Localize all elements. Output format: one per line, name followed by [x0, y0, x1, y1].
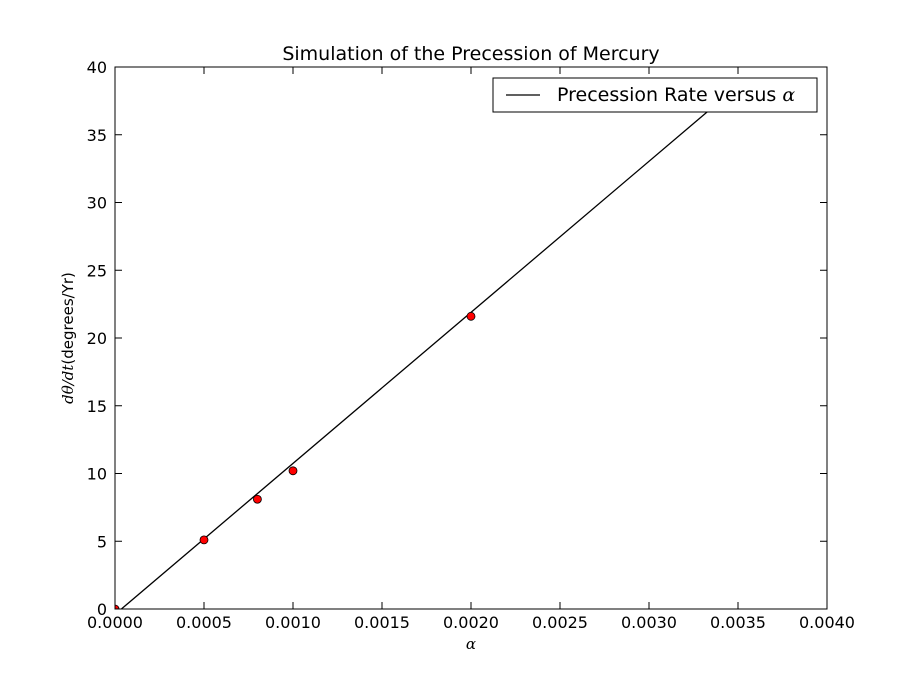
- series-line-precession-rate: [120, 100, 721, 609]
- series-layer: [115, 100, 721, 609]
- y-axis-label-unit: (degrees/Yr): [59, 272, 77, 364]
- y-tick-label: 30: [87, 194, 107, 213]
- y-tick-labels: 0 5 10 15 20 25 30 35 40: [87, 58, 107, 619]
- legend-box: [492, 77, 818, 113]
- x-tick-label: 0.0040: [799, 613, 855, 632]
- y-tick-label: 5: [97, 532, 107, 551]
- x-tick-label: 0.0005: [176, 613, 232, 632]
- y-tick-label: 40: [87, 58, 107, 77]
- y-axis-label-math: dθ/dt: [59, 364, 77, 404]
- x-tick-label: 0.0035: [710, 613, 766, 632]
- svg-text:Precession Rate versus α: Precession Rate versus α: [557, 84, 795, 106]
- x-tick-label: 0.0015: [354, 613, 410, 632]
- y-tick-label: 20: [87, 329, 107, 348]
- x-tick-label: 0.0020: [443, 613, 499, 632]
- chart-title: Simulation of the Precession of Mercury: [282, 43, 659, 65]
- y-axis-label: dθ/dt(degrees/Yr): [59, 272, 77, 404]
- data-point: [466, 311, 476, 321]
- ticks-layer: [114, 66, 828, 610]
- y-tick-label: 35: [87, 126, 107, 145]
- data-point: [199, 535, 209, 545]
- x-tick-label: 0.0025: [532, 613, 588, 632]
- y-tick-label: 10: [87, 465, 107, 484]
- data-point: [288, 466, 298, 476]
- plot-frame: [114, 66, 828, 610]
- x-tick-label: 0.0000: [87, 613, 143, 632]
- legend: Precession Rate versus α: [492, 77, 818, 113]
- data-point: [252, 494, 262, 504]
- y-tick-label: 25: [87, 261, 107, 280]
- x-tick-label: 0.0030: [621, 613, 677, 632]
- legend-entry-label: Precession Rate versus: [557, 84, 782, 106]
- svg-text:dθ/dt(degrees/Yr): dθ/dt(degrees/Yr): [59, 272, 77, 404]
- x-axis-label: α: [466, 635, 476, 653]
- y-tick-label: 0: [97, 600, 107, 619]
- x-tick-labels: 0.0000 0.0005 0.0010 0.0015 0.0020 0.0025 0.00…: [87, 613, 855, 632]
- legend-entry-math: α: [782, 84, 795, 106]
- y-tick-label: 15: [87, 397, 107, 416]
- data-point: [115, 604, 120, 609]
- x-tick-label: 0.0010: [265, 613, 321, 632]
